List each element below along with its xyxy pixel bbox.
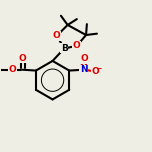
Text: N: N: [80, 65, 87, 74]
Text: O: O: [9, 65, 16, 74]
Text: O: O: [19, 54, 26, 62]
Text: O: O: [92, 67, 99, 76]
Text: O: O: [80, 54, 88, 63]
Text: O: O: [53, 31, 61, 40]
Text: B: B: [61, 44, 68, 53]
Text: −: −: [95, 64, 102, 73]
Text: O: O: [73, 41, 81, 50]
